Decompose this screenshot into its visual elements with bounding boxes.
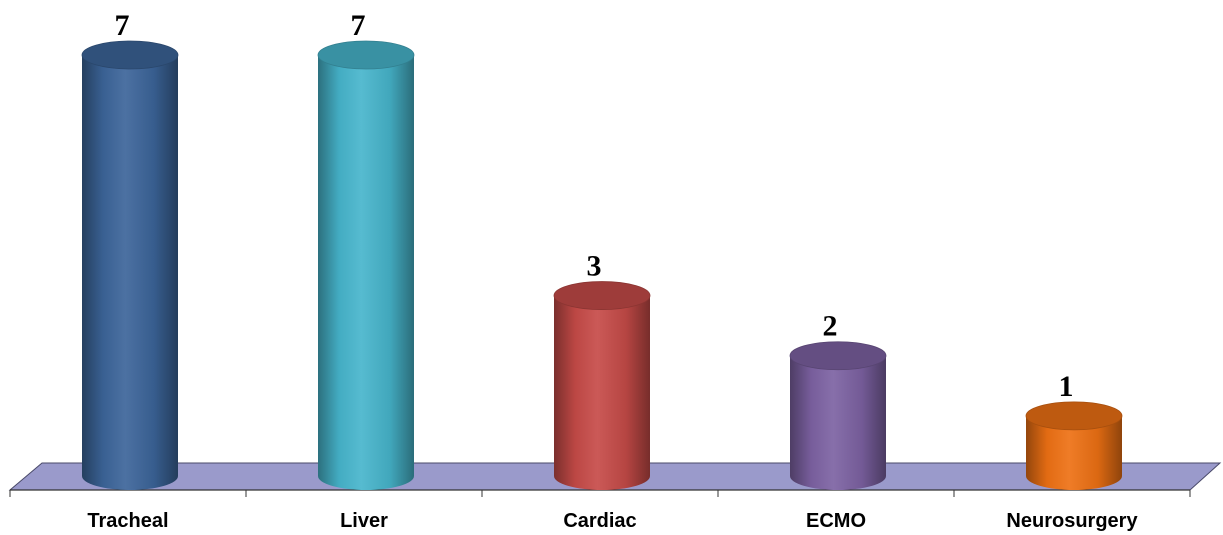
bars-group (81, 40, 1123, 490)
category-label: Tracheal (87, 510, 168, 532)
x-axis-ticks (9, 490, 1191, 497)
bar-top-ecmo (789, 341, 887, 371)
data-label: 2 (823, 310, 838, 343)
bar-ecmo (790, 355, 886, 490)
category-label: ECMO (806, 510, 866, 532)
bar-liver (318, 55, 414, 490)
category-label: Cardiac (563, 510, 636, 532)
category-labels-group: Tracheal Liver Cardiac ECMO Neurosurgery (87, 510, 1138, 532)
bar-top-tracheal (81, 40, 179, 70)
category-label: Neurosurgery (1006, 510, 1138, 532)
data-labels-group: 7 7 3 2 1 (115, 9, 1074, 403)
data-label: 1 (1059, 370, 1074, 403)
bar-tracheal (82, 55, 178, 490)
bar-top-cardiac (553, 281, 651, 310)
bar-neurosurgery (1026, 415, 1122, 490)
data-label: 3 (587, 250, 602, 283)
data-label: 7 (115, 9, 130, 42)
bar-top-neurosurgery (1025, 401, 1123, 431)
category-label: Liver (340, 510, 388, 532)
bar-top-liver (317, 40, 415, 70)
data-label: 7 (351, 9, 366, 42)
bar-cardiac (554, 295, 650, 490)
